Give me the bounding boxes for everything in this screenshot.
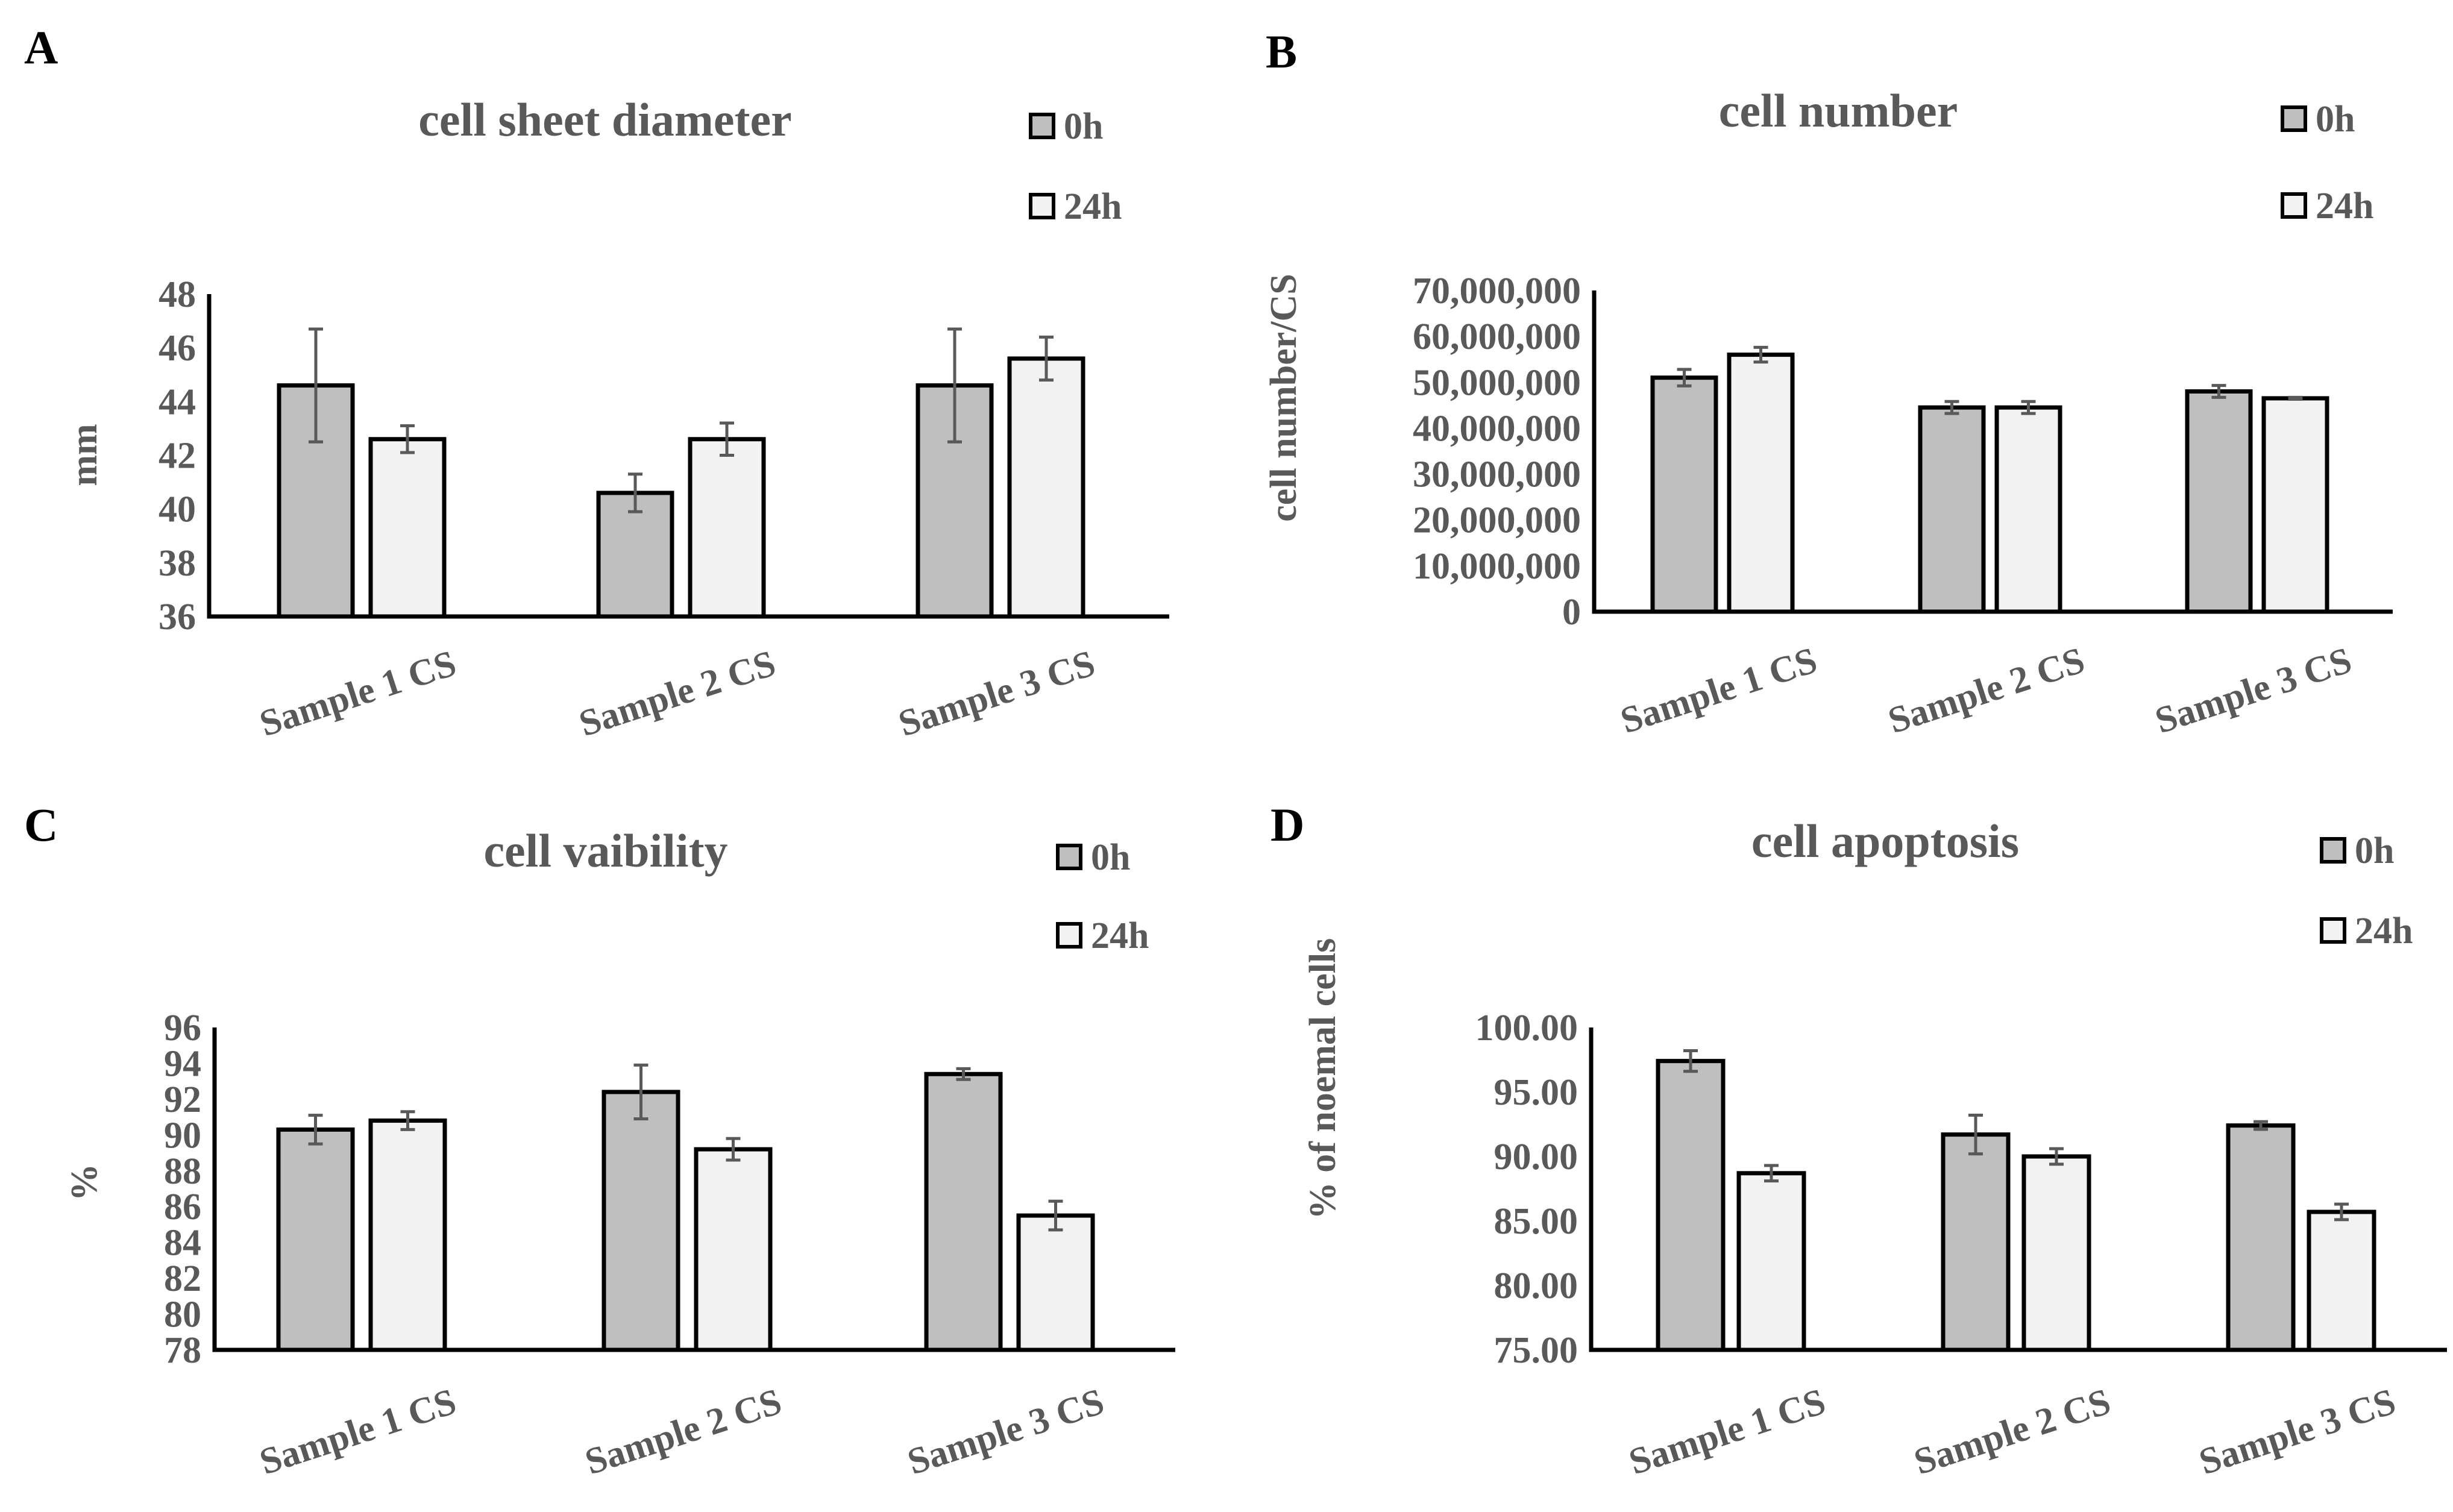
panel-b-letter: B bbox=[1266, 25, 1297, 78]
panel-a-ytick-label: 36 bbox=[159, 597, 196, 638]
panel-d-bar-24h-3 bbox=[2307, 1209, 2376, 1352]
panel-b-bar-0h-3 bbox=[2185, 389, 2253, 614]
panel-d-legend-swatch-24h bbox=[2320, 917, 2346, 944]
panel-c-letter: C bbox=[24, 798, 58, 851]
panel-d-bar-0h-3 bbox=[2226, 1123, 2296, 1352]
panel-d-category-label: Sample 2 CS bbox=[1909, 1381, 2115, 1482]
panel-c-ytick-label: 86 bbox=[164, 1187, 201, 1228]
panel-b-ytick-label: 60,000,000 bbox=[1413, 316, 1581, 357]
panel-b-title: cell number bbox=[1719, 84, 1958, 137]
panel-c-title: cell vaibility bbox=[483, 824, 727, 877]
panel-d-ytick-label: 95.00 bbox=[1494, 1072, 1578, 1113]
panel-c-bar-24h-3 bbox=[1016, 1213, 1095, 1352]
panel-c-bar-24h-1 bbox=[368, 1118, 447, 1352]
panel-a-title: cell sheet diameter bbox=[418, 93, 791, 146]
panel-a-ylabel: mm bbox=[64, 424, 105, 486]
panel-c-ytick-label: 90 bbox=[164, 1115, 201, 1156]
panel-d-title: cell apoptosis bbox=[1751, 815, 2019, 867]
panel-b-ytick-label: 30,000,000 bbox=[1413, 454, 1581, 495]
panel-c-bar-0h-1 bbox=[276, 1127, 355, 1352]
panel-d-axes bbox=[1589, 1027, 2447, 1352]
panel-d-bar-0h-1 bbox=[1656, 1059, 1726, 1352]
panel-d-bar-24h-1 bbox=[1736, 1171, 1806, 1352]
panel-a-category-label: Sample 3 CS bbox=[894, 642, 1100, 744]
panel-d-ytick-label: 80.00 bbox=[1494, 1266, 1578, 1307]
panel-a-legend-swatch-0h bbox=[1029, 113, 1055, 139]
panel-d-ytick-label: 75.00 bbox=[1494, 1330, 1578, 1371]
panel-b-ylabel: cell number/CS bbox=[1263, 274, 1304, 522]
panel-a-ytick-label: 40 bbox=[159, 489, 196, 530]
panel-b-legend-label-0h: 0h bbox=[2316, 99, 2355, 140]
panel-c-ytick-label: 78 bbox=[164, 1330, 201, 1371]
panel-b-category-label: Sample 1 CS bbox=[1616, 639, 1822, 741]
panel-d-letter: D bbox=[1270, 798, 1304, 851]
panel-b-category-label: Sample 2 CS bbox=[1883, 639, 2090, 741]
panel-c-bar-0h-3 bbox=[924, 1071, 1003, 1352]
panel-c-bar-0h-2 bbox=[601, 1090, 680, 1352]
panel-c-axes bbox=[212, 1027, 1175, 1352]
panel-c-ytick-label: 84 bbox=[164, 1223, 201, 1264]
panel-b-bar-24h-1 bbox=[1727, 353, 1795, 614]
panel-c-category-label: Sample 1 CS bbox=[255, 1381, 461, 1482]
panel-d-bar-0h-2 bbox=[1941, 1132, 2011, 1352]
panel-d-ylabel: % of noemal cells bbox=[1302, 938, 1343, 1220]
panel-c-legend-label-0h: 0h bbox=[1091, 837, 1130, 878]
panel-b-bar-24h-3 bbox=[2261, 396, 2329, 614]
panel-c-ylabel: % bbox=[64, 1164, 105, 1201]
panel-c-bar-24h-2 bbox=[694, 1147, 773, 1352]
panel-b-legend-swatch-24h bbox=[2281, 192, 2307, 219]
panel-a-bar-24h-2 bbox=[688, 437, 766, 619]
panel-a-ytick-label: 42 bbox=[159, 436, 196, 477]
panel-d-legend-label-0h: 0h bbox=[2355, 830, 2394, 871]
panel-a-legend-label-0h: 0h bbox=[1064, 106, 1103, 147]
panel-c-legend-swatch-0h bbox=[1056, 844, 1082, 870]
panel-a-bar-24h-3 bbox=[1007, 356, 1085, 619]
panel-a-category-label: Sample 2 CS bbox=[574, 642, 780, 744]
panel-a-category-label: Sample 1 CS bbox=[255, 642, 461, 744]
panel-b-ytick-label: 50,000,000 bbox=[1413, 362, 1581, 403]
panel-b-bar-0h-1 bbox=[1650, 375, 1718, 614]
panel-a-ytick-label: 44 bbox=[159, 381, 196, 422]
panel-c-ytick-label: 92 bbox=[164, 1079, 201, 1120]
panel-c-ytick-label: 96 bbox=[164, 1008, 201, 1049]
panel-c-ytick-label: 80 bbox=[164, 1294, 201, 1335]
panel-b-ytick-label: 20,000,000 bbox=[1413, 500, 1581, 541]
panel-c-legend-label-24h: 24h bbox=[1091, 915, 1149, 956]
panel-b-ytick-label: 70,000,000 bbox=[1413, 271, 1581, 312]
panel-c-category-label: Sample 2 CS bbox=[580, 1381, 787, 1482]
panel-a-bar-24h-1 bbox=[368, 437, 447, 619]
panel-c-ytick-label: 88 bbox=[164, 1151, 201, 1192]
panel-a-ytick-label: 46 bbox=[159, 328, 196, 369]
panel-d-category-label: Sample 3 CS bbox=[2194, 1381, 2401, 1482]
panel-c-category-label: Sample 3 CS bbox=[903, 1381, 1109, 1482]
panel-b-bar-24h-2 bbox=[1994, 405, 2062, 614]
panel-c-ytick-label: 82 bbox=[164, 1258, 201, 1299]
panel-b-axes bbox=[1592, 290, 2393, 614]
panel-d-ytick-label: 85.00 bbox=[1494, 1201, 1578, 1242]
panel-b-legend-label-24h: 24h bbox=[2316, 186, 2373, 227]
panel-a-axes bbox=[207, 294, 1169, 619]
panel-d-category-label: Sample 1 CS bbox=[1624, 1381, 1830, 1482]
panel-b-bar-0h-2 bbox=[1918, 405, 1986, 614]
panel-c-ytick-label: 94 bbox=[164, 1043, 201, 1084]
panel-d-bar-24h-2 bbox=[2021, 1154, 2091, 1352]
panel-d-ytick-label: 100.00 bbox=[1475, 1008, 1578, 1049]
panel-a-legend-swatch-24h bbox=[1029, 193, 1055, 219]
panel-d-ytick-label: 90.00 bbox=[1494, 1137, 1578, 1178]
panel-a-ytick-label: 48 bbox=[159, 274, 196, 315]
panel-a-letter: A bbox=[24, 21, 58, 74]
panel-d-legend-label-24h: 24h bbox=[2355, 911, 2413, 952]
panel-b-legend-swatch-0h bbox=[2281, 105, 2307, 132]
panel-d-legend-swatch-0h bbox=[2320, 837, 2346, 864]
panel-b-ytick-label: 40,000,000 bbox=[1413, 408, 1581, 449]
panel-a-bar-0h-2 bbox=[596, 491, 674, 619]
panel-b-ytick-label: 0 bbox=[1562, 592, 1581, 633]
panel-b-category-label: Sample 3 CS bbox=[2150, 639, 2357, 741]
panel-c-legend-swatch-24h bbox=[1056, 922, 1082, 949]
panel-a-legend-label-24h: 24h bbox=[1064, 186, 1122, 227]
panel-b-ytick-label: 10,000,000 bbox=[1413, 546, 1581, 587]
panel-a-ytick-label: 38 bbox=[159, 543, 196, 584]
